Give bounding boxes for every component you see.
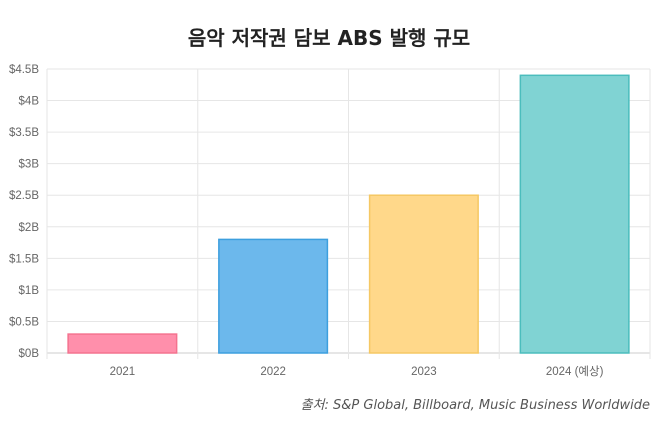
y-tick-label: $4.5B (9, 64, 39, 76)
bar-2024 (519, 74, 630, 354)
y-tick-label: $2.5B (9, 190, 39, 202)
x-tick-label: 2022 (260, 366, 286, 378)
bar-2021 (67, 333, 178, 354)
x-tick-label: 2024 (예상) (546, 365, 604, 378)
y-tick-label: $3.5B (9, 127, 39, 139)
chart-title: 음악 저작권 담보 ABS 발행 규모 (187, 26, 471, 50)
bar-2023 (368, 194, 479, 354)
y-tick-label: $2B (19, 222, 40, 234)
y-tick-label: $4B (19, 96, 40, 108)
y-tick-label: $1.5B (9, 253, 39, 265)
y-tick-label: $1B (19, 285, 40, 297)
source-note: 출처: S&P Global, Billboard, Music Busines… (300, 398, 650, 413)
y-tick-label: $0B (19, 348, 40, 360)
bar-2022 (218, 238, 329, 354)
x-tick-label: 2023 (411, 366, 437, 378)
x-tick-label: 2021 (110, 366, 136, 378)
y-tick-label: $3B (19, 159, 40, 171)
y-tick-label: $0.5B (9, 316, 39, 328)
